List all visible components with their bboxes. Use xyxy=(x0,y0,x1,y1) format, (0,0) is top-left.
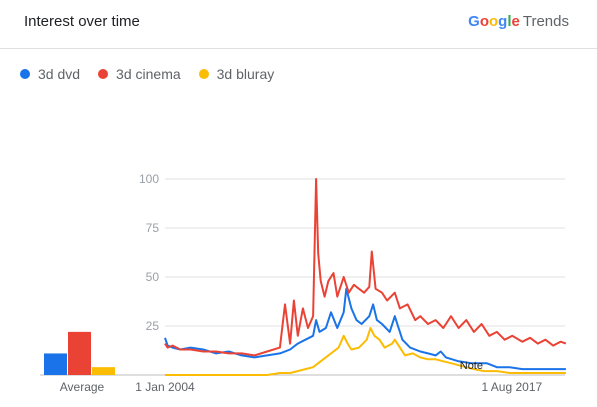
header: Interest over time Google Trends xyxy=(0,0,597,49)
page-title: Interest over time xyxy=(24,13,140,30)
average-bar-3d-cinema xyxy=(68,331,91,375)
y-tick-label: 25 xyxy=(146,319,160,333)
legend-item-3d-bluray[interactable]: 3d bluray xyxy=(198,66,275,82)
y-tick-label: 100 xyxy=(139,172,159,186)
average-label: Average xyxy=(60,380,105,394)
average-bar-3d-dvd xyxy=(44,353,67,375)
logo-letter: l xyxy=(507,13,512,30)
logo-letter: o xyxy=(479,13,489,30)
legend-label-3d-dvd: 3d dvd xyxy=(38,66,81,82)
legend-label-3d-cinema: 3d cinema xyxy=(116,66,181,82)
series-line-3d-cinema xyxy=(164,178,567,357)
logo-letter: G xyxy=(468,13,480,30)
legend-dot-3d-cinema xyxy=(98,69,109,79)
legend-item-3d-cinema[interactable]: 3d cinema xyxy=(98,66,181,82)
series-line-3d-dvd xyxy=(164,287,566,371)
google-logo-letters: Google xyxy=(468,13,520,30)
x-tick-label: 1 Jan 2004 xyxy=(135,380,195,394)
series-line-3d-bluray xyxy=(165,327,566,376)
trends-label: Trends xyxy=(522,13,569,30)
x-tick-label: 1 Aug 2017 xyxy=(481,380,542,394)
y-tick-label: 75 xyxy=(146,221,160,235)
logo-letter: e xyxy=(511,13,520,30)
chart-legend: 3d dvd 3d cinema 3d bluray xyxy=(20,66,274,82)
note-marker: Note xyxy=(460,360,483,372)
legend-label-3d-bluray: 3d bluray xyxy=(216,66,275,82)
legend-dot-3d-bluray xyxy=(198,69,209,79)
logo-letter: o xyxy=(489,13,499,30)
logo-letter: g xyxy=(498,13,508,30)
legend-dot-3d-dvd xyxy=(20,69,30,79)
google-trends-logo: Google Trends xyxy=(468,13,569,30)
legend-item-3d-dvd[interactable]: 3d dvd xyxy=(20,66,80,82)
average-bar-3d-bluray xyxy=(92,367,115,375)
y-tick-label: 50 xyxy=(146,270,160,284)
